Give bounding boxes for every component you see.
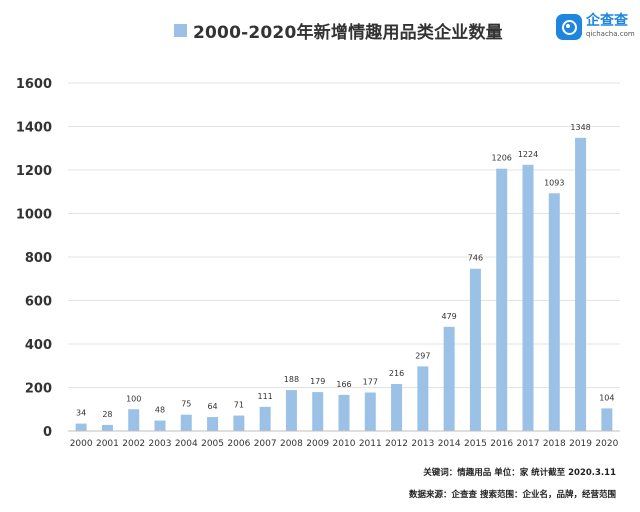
footnote-source: 数据来源：企查查 搜索范围：企业名，品牌，经营范围 bbox=[409, 490, 616, 500]
x-tick-label: 2000 bbox=[70, 439, 93, 449]
bar bbox=[207, 417, 219, 431]
qichacha-logo-icon bbox=[556, 14, 582, 40]
y-axis-ticks: 0 200 400 600 800 1000 1200 1400 1600 bbox=[16, 77, 52, 440]
y-tick-label: 1000 bbox=[16, 208, 52, 223]
x-tick-label: 2015 bbox=[464, 439, 487, 449]
bar bbox=[233, 415, 245, 431]
bar bbox=[180, 414, 192, 431]
logo-name: 企查查 bbox=[586, 13, 628, 29]
data-label: 746 bbox=[468, 254, 483, 263]
data-labels: 34 28 100 48 75 64 71 111 188 179 166 177 216 297 479 7… bbox=[76, 123, 614, 419]
y-tick-label: 1600 bbox=[16, 77, 52, 92]
data-label: 34 bbox=[76, 409, 86, 418]
x-tick-label: 2018 bbox=[543, 439, 566, 449]
x-tick-label: 2008 bbox=[280, 439, 303, 449]
data-label: 216 bbox=[389, 369, 404, 378]
y-tick-label: 600 bbox=[25, 295, 52, 310]
x-tick-label: 2009 bbox=[306, 439, 329, 449]
bar bbox=[285, 390, 297, 431]
x-tick-label: 2001 bbox=[96, 439, 119, 449]
bar bbox=[154, 420, 166, 431]
data-label: 1224 bbox=[518, 150, 538, 159]
bar bbox=[601, 408, 613, 431]
gridlines bbox=[68, 82, 620, 388]
data-label: 111 bbox=[258, 392, 273, 401]
x-tick-label: 2006 bbox=[227, 439, 250, 449]
x-tick-label: 2016 bbox=[490, 439, 513, 449]
bar bbox=[312, 392, 324, 431]
bar bbox=[259, 406, 271, 431]
x-tick-label: 2017 bbox=[517, 439, 540, 449]
bar bbox=[496, 168, 508, 431]
data-label: 166 bbox=[336, 380, 351, 389]
y-tick-label: 200 bbox=[25, 382, 52, 397]
x-tick-label: 2019 bbox=[569, 439, 592, 449]
chart-legend: 2000-2020年新增情趣用品类企业数量 bbox=[174, 18, 503, 43]
data-label: 1093 bbox=[544, 178, 564, 187]
logo-url: qichacha.com bbox=[586, 30, 635, 38]
data-label: 179 bbox=[310, 377, 325, 386]
bar bbox=[575, 137, 587, 431]
data-label: 104 bbox=[599, 393, 614, 402]
y-tick-label: 1200 bbox=[16, 164, 52, 179]
x-tick-label: 2020 bbox=[595, 439, 618, 449]
data-label: 71 bbox=[234, 401, 244, 410]
x-tick-label: 2002 bbox=[122, 439, 145, 449]
x-tick-label: 2010 bbox=[333, 439, 356, 449]
bar bbox=[522, 164, 534, 431]
qichacha-logo: 企查查 qichacha.com bbox=[556, 14, 635, 40]
bar bbox=[443, 326, 455, 431]
x-tick-label: 2011 bbox=[359, 439, 382, 449]
x-tick-label: 2005 bbox=[201, 439, 224, 449]
data-label: 1206 bbox=[492, 154, 512, 163]
bar bbox=[364, 392, 376, 431]
y-tick-label: 0 bbox=[43, 425, 52, 440]
data-label: 48 bbox=[155, 406, 165, 415]
x-tick-label: 2003 bbox=[149, 439, 172, 449]
legend-swatch bbox=[174, 24, 187, 37]
data-label: 188 bbox=[284, 375, 299, 384]
x-tick-label: 2004 bbox=[175, 439, 198, 449]
bar bbox=[417, 366, 429, 431]
bar bbox=[101, 424, 113, 431]
bar bbox=[469, 268, 481, 431]
data-label: 1348 bbox=[570, 123, 590, 132]
bar bbox=[75, 423, 87, 431]
x-tick-label: 2013 bbox=[411, 439, 434, 449]
x-tick-label: 2007 bbox=[254, 439, 277, 449]
data-label: 177 bbox=[363, 378, 378, 387]
data-label: 28 bbox=[102, 410, 112, 419]
bars bbox=[75, 137, 613, 431]
data-label: 297 bbox=[415, 351, 430, 360]
footnote-keywords: 关键词：情趣用品 单位：家 统计截至 2020.3.11 bbox=[423, 468, 616, 478]
bar bbox=[391, 384, 403, 431]
bar bbox=[338, 394, 350, 431]
y-tick-label: 400 bbox=[25, 338, 52, 353]
x-tick-label: 2014 bbox=[438, 439, 461, 449]
data-label: 100 bbox=[126, 394, 141, 403]
y-tick-label: 800 bbox=[25, 251, 52, 266]
y-tick-label: 1400 bbox=[16, 121, 52, 136]
data-label: 479 bbox=[442, 312, 457, 321]
x-axis-ticks: 2000 2001 2002 2003 2004 2005 2006 2007 2008 2009… bbox=[70, 439, 619, 449]
x-tick-label: 2012 bbox=[385, 439, 408, 449]
bar bbox=[548, 193, 560, 431]
legend-entry: 2000-2020年新增情趣用品类企业数量 bbox=[193, 23, 503, 43]
data-label: 64 bbox=[207, 402, 217, 411]
data-label: 75 bbox=[181, 400, 191, 409]
bar bbox=[128, 409, 140, 431]
